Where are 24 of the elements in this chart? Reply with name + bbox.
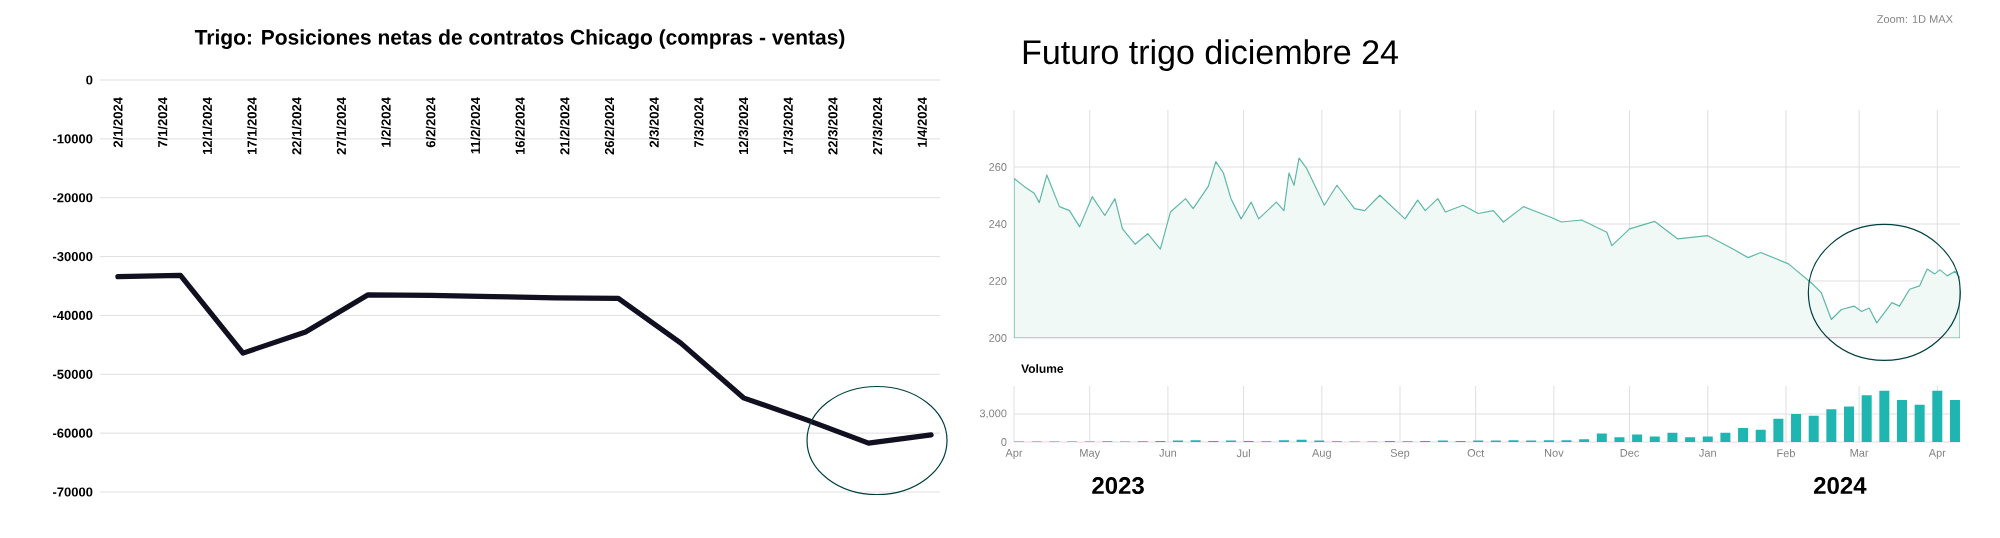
bar xyxy=(1914,404,1925,442)
text: 2023 xyxy=(1092,477,1144,495)
bar xyxy=(1949,400,1960,442)
bar xyxy=(1791,414,1802,442)
bar xyxy=(1632,434,1643,442)
bar xyxy=(1702,436,1713,442)
bar xyxy=(1649,436,1660,442)
bar xyxy=(1667,432,1678,442)
bar xyxy=(1738,428,1749,442)
chart-title: Trigo: Posiciones netas de contratos Chicago (compras - ventas) xyxy=(194,29,845,49)
bar xyxy=(1844,406,1855,442)
line-series xyxy=(115,272,934,446)
bar xyxy=(1932,390,1943,442)
bar xyxy=(1879,390,1890,442)
text: 2024 xyxy=(1814,477,1867,495)
bar xyxy=(1755,429,1766,442)
bar xyxy=(1720,432,1731,442)
bar xyxy=(1596,433,1607,442)
bar xyxy=(1808,415,1819,442)
bar xyxy=(1896,400,1907,442)
bar xyxy=(1861,395,1872,442)
bar xyxy=(1826,409,1837,442)
bar xyxy=(1773,418,1784,442)
chart-title: Futuro trigo diciembre 24 xyxy=(1023,39,1398,71)
